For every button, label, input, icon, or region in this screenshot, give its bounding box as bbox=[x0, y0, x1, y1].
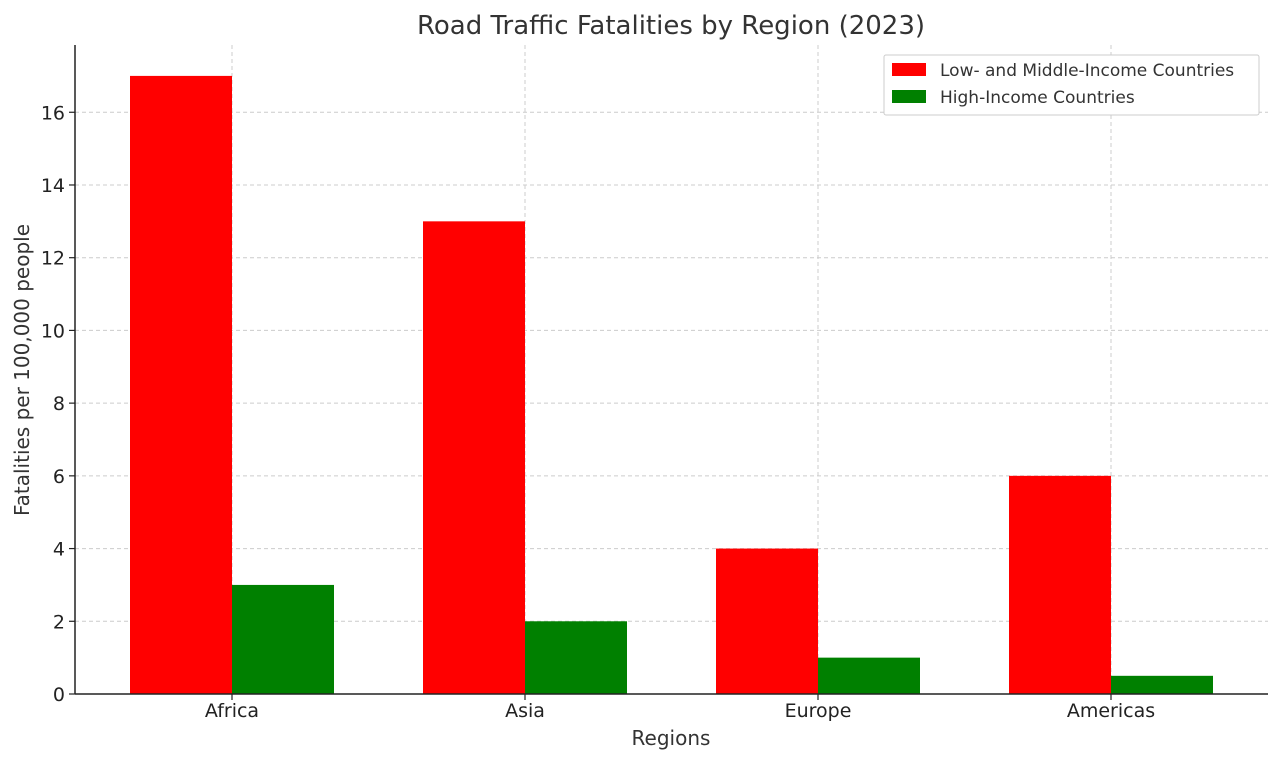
x-axis-label: Regions bbox=[632, 726, 711, 750]
x-axis-ticks: Africa Asia Europe Americas bbox=[205, 694, 1155, 722]
y-tick-label: 16 bbox=[41, 102, 65, 124]
bar-low-middle-income-europe bbox=[716, 548, 818, 694]
bar-high-income-europe bbox=[818, 657, 920, 694]
y-tick-label: 6 bbox=[53, 466, 65, 488]
bar-high-income-americas bbox=[1111, 675, 1213, 694]
y-tick-label: 2 bbox=[53, 611, 65, 633]
bar-high-income-africa bbox=[232, 584, 334, 694]
y-axis-label: Fatalities per 100,000 people bbox=[10, 224, 34, 516]
bar-high-income-asia bbox=[525, 621, 627, 694]
y-axis-ticks: 0 2 4 6 8 10 12 14 16 bbox=[41, 102, 75, 706]
x-tick-label: Europe bbox=[785, 700, 852, 722]
y-tick-label: 0 bbox=[53, 684, 65, 706]
x-tick-label: Americas bbox=[1067, 700, 1155, 722]
y-tick-label: 10 bbox=[41, 320, 65, 342]
bar-low-middle-income-americas bbox=[1009, 475, 1111, 694]
legend-box bbox=[883, 54, 1260, 116]
legend-swatch-low-middle bbox=[892, 63, 926, 76]
bar-low-middle-income-africa bbox=[130, 75, 232, 694]
legend-swatch-high-income bbox=[892, 90, 926, 103]
bar-low-middle-income-asia bbox=[423, 221, 525, 694]
axes bbox=[74, 45, 1268, 695]
legend-label-low-middle: Low- and Middle-Income Countries bbox=[940, 61, 1234, 81]
bars bbox=[130, 75, 1213, 694]
y-tick-label: 4 bbox=[53, 539, 65, 561]
x-tick-label: Africa bbox=[205, 700, 259, 722]
y-tick-label: 14 bbox=[41, 175, 65, 197]
y-tick-label: 8 bbox=[53, 393, 65, 415]
grid bbox=[75, 45, 1268, 694]
legend-label-high-income: High-Income Countries bbox=[940, 88, 1135, 108]
y-tick-label: 12 bbox=[41, 248, 65, 270]
x-tick-label: Asia bbox=[505, 700, 545, 722]
chart-title: Road Traffic Fatalities by Region (2023) bbox=[417, 11, 925, 41]
legend: Low- and Middle-Income Countries High-In… bbox=[883, 54, 1260, 116]
